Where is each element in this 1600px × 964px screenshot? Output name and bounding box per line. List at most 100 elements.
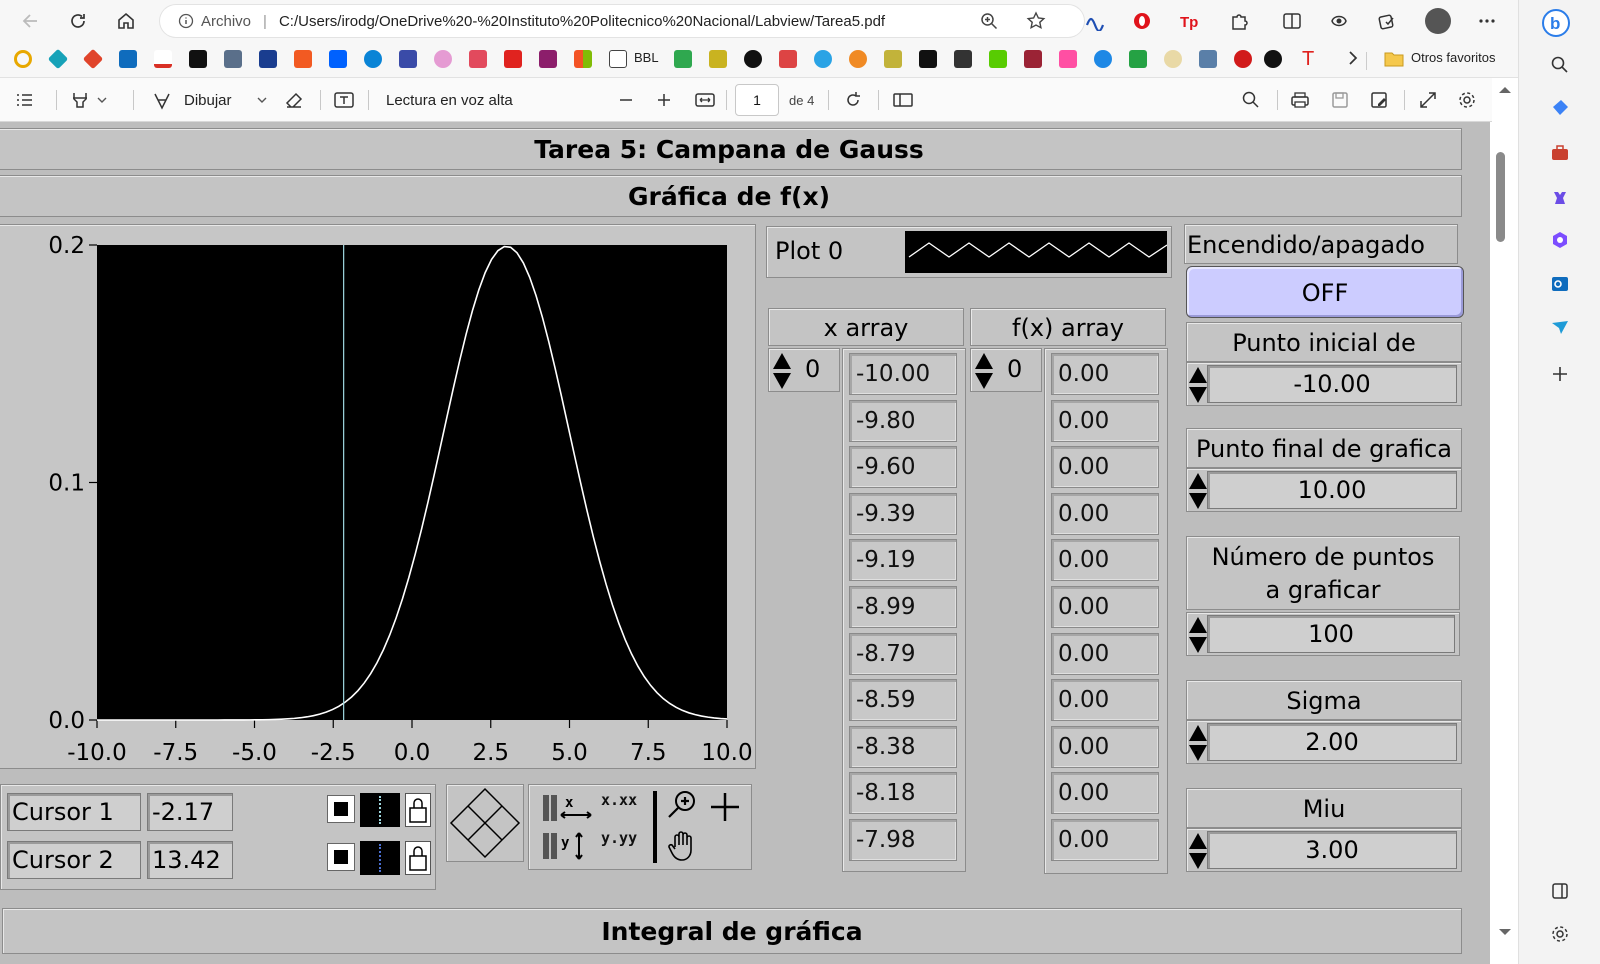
zoom-out-button[interactable] <box>617 86 635 114</box>
onedrive-fav-icon[interactable] <box>364 50 382 68</box>
favorite-9-icon[interactable] <box>294 50 312 68</box>
favorite-1-icon[interactable] <box>14 50 32 68</box>
favorite-31-icon[interactable] <box>1129 50 1147 68</box>
x-array-element[interactable]: -8.59 <box>849 679 957 722</box>
sidebar-settings-icon[interactable] <box>1549 923 1571 945</box>
x-array-element[interactable]: -9.80 <box>849 399 957 442</box>
fx-array-element[interactable]: 0.00 <box>1051 679 1159 722</box>
favorite-7-icon[interactable] <box>224 50 242 68</box>
x-array-element[interactable]: -9.39 <box>849 492 957 535</box>
draw-button[interactable]: Dibujar <box>152 86 268 114</box>
fx-array-index[interactable]: 0 <box>1007 355 1023 383</box>
scrollbar-thumb[interactable] <box>1496 152 1505 242</box>
rotate-button[interactable] <box>843 86 863 114</box>
text-button[interactable] <box>333 86 355 114</box>
cursor-2-style-button[interactable] <box>327 843 355 871</box>
extensions-puzzle-icon[interactable] <box>1228 10 1250 32</box>
on-off-toggle-button[interactable]: OFF <box>1186 266 1464 318</box>
fx-array-element[interactable]: 0.00 <box>1051 632 1159 675</box>
x-array-element[interactable]: -9.60 <box>849 446 957 489</box>
browser-essentials-icon[interactable] <box>1328 10 1350 32</box>
cursor-tool-icon[interactable] <box>707 789 743 825</box>
calendar-fav-icon[interactable] <box>779 50 797 68</box>
dropbox-fav-icon[interactable] <box>329 50 347 68</box>
fx-array-element[interactable]: 0.00 <box>1051 446 1159 489</box>
start-point-input[interactable]: -10.00 <box>1207 365 1457 403</box>
x-array-index[interactable]: 0 <box>805 355 821 383</box>
cursor-2-lock-icon[interactable] <box>405 841 431 875</box>
favorite-19-icon[interactable] <box>709 50 727 68</box>
cursor-2-color-swatch[interactable] <box>360 841 400 875</box>
profile-avatar[interactable] <box>1425 8 1451 34</box>
extension-tp-icon[interactable]: Tp <box>1178 10 1200 32</box>
more-favorites-chevron-icon[interactable] <box>1346 48 1360 68</box>
favorite-16-icon[interactable] <box>539 50 557 68</box>
miu-input[interactable]: 3.00 <box>1207 831 1457 869</box>
increment-decrement-icon[interactable] <box>1187 615 1209 655</box>
sidebar-tools-icon[interactable] <box>1549 142 1571 164</box>
duolingo-fav-icon[interactable] <box>989 50 1007 68</box>
fx-array-element[interactable]: 0.00 <box>1051 772 1159 815</box>
x-array-element[interactable]: -9.19 <box>849 539 957 582</box>
fx-array-element[interactable]: 0.00 <box>1051 539 1159 582</box>
search-button[interactable] <box>1241 86 1261 114</box>
favorite-29-icon[interactable] <box>1059 50 1077 68</box>
favorite-18-icon[interactable] <box>674 50 692 68</box>
favorite-star-icon[interactable] <box>1026 11 1046 31</box>
cursor-1-value[interactable]: -2.17 <box>147 793 233 831</box>
favorite-26-icon[interactable] <box>954 50 972 68</box>
plot-legend-name[interactable]: Plot 0 <box>775 237 844 265</box>
fx-array-element[interactable]: 0.00 <box>1051 399 1159 442</box>
sigma-fav-icon[interactable] <box>399 50 417 68</box>
increment-decrement-icon[interactable] <box>1187 365 1209 405</box>
gauss-plot[interactable]: -10.0 -7.5 -5.0 -2.5 0.0 2.5 5.0 7.5 10.0 0.0 0.1… <box>0 225 757 770</box>
end-point-input[interactable]: 10.00 <box>1207 471 1457 509</box>
contents-button[interactable] <box>14 86 34 114</box>
refresh-button[interactable] <box>63 6 93 36</box>
increment-decrement-icon[interactable] <box>1187 471 1209 511</box>
notion-fav-icon[interactable] <box>189 50 207 68</box>
favorite-3-icon[interactable] <box>82 48 104 70</box>
outlook-fav-icon[interactable] <box>119 50 137 68</box>
x-array-element[interactable]: -10.00 <box>849 353 957 395</box>
cursor-1-name[interactable]: Cursor 1 <box>7 793 141 831</box>
zoom-icon[interactable] <box>980 12 998 30</box>
x-array-element[interactable]: -7.98 <box>849 819 957 861</box>
site-info[interactable]: Archivo <box>178 13 251 30</box>
more-options-icon[interactable] <box>1476 10 1498 32</box>
save-as-button[interactable] <box>1369 86 1389 114</box>
sidebar-shopping-icon[interactable] <box>1549 97 1571 119</box>
pdf-settings-button[interactable] <box>1457 86 1477 114</box>
cursor-2-value[interactable]: 13.42 <box>147 841 233 879</box>
cursor-1-style-button[interactable] <box>327 795 355 823</box>
page-view-button[interactable] <box>892 86 914 114</box>
favorite-15-icon[interactable] <box>504 50 522 68</box>
highlight-button[interactable] <box>70 86 108 114</box>
points-input[interactable]: 100 <box>1207 615 1455 653</box>
microsoft-fav-icon[interactable] <box>574 50 592 68</box>
favorite-t-icon[interactable]: T <box>1302 48 1315 70</box>
save-button[interactable] <box>1330 86 1350 114</box>
read-aloud-button[interactable]: Lectura en voz alta <box>386 91 513 109</box>
increment-decrement-icon[interactable] <box>1187 831 1209 871</box>
cursor-1-lock-icon[interactable] <box>405 793 431 827</box>
sidebar-drop-icon[interactable] <box>1549 316 1571 338</box>
x-array-element[interactable]: -8.18 <box>849 772 957 815</box>
bbl-page-icon[interactable] <box>609 50 627 68</box>
favorite-14-icon[interactable] <box>469 50 487 68</box>
extension-opera-icon[interactable] <box>1131 10 1153 32</box>
bbl-fav-label[interactable]: BBL <box>634 50 659 65</box>
fx-array-element[interactable]: 0.00 <box>1051 819 1159 861</box>
x-autoscale-button[interactable]: x <box>541 791 601 825</box>
favorite-13-icon[interactable] <box>434 50 452 68</box>
x-array-element[interactable]: -8.99 <box>849 586 957 628</box>
favorite-35-icon[interactable] <box>1264 50 1282 68</box>
bing-copilot-icon[interactable]: b <box>1541 8 1571 38</box>
address-field[interactable]: Archivo | C:/Users/irodg/OneDrive%20-%20… <box>160 5 1084 37</box>
cursor-1-color-swatch[interactable] <box>360 793 400 827</box>
favorite-30-icon[interactable] <box>1094 50 1112 68</box>
paypal-fav-icon[interactable] <box>259 50 277 68</box>
fx-array-element[interactable]: 0.00 <box>1051 492 1159 535</box>
y-format-button[interactable]: y.yy <box>601 829 638 847</box>
page-number-input[interactable]: 1 <box>735 84 779 116</box>
